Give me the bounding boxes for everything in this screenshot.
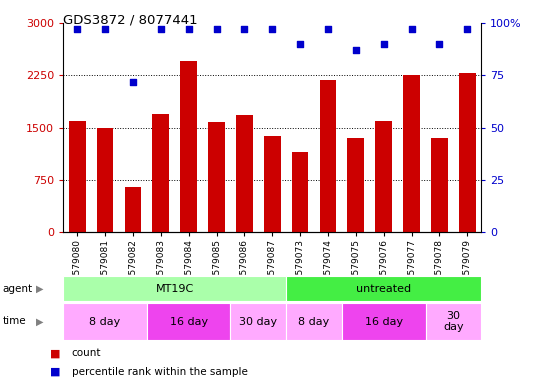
Point (379, 41, 388, 47)
Bar (63, 276, 286, 301)
Bar (230, 303, 286, 340)
Text: 30
day: 30 day (443, 311, 464, 333)
Bar (286, 276, 481, 301)
Bar (124, 187, 141, 232)
Bar (459, 73, 476, 232)
Bar (342, 303, 426, 340)
Text: GDS3872 / 8077441: GDS3872 / 8077441 (63, 13, 198, 26)
Bar (180, 61, 197, 232)
Point (184, 26, 193, 32)
Point (240, 26, 249, 32)
Point (323, 26, 332, 32)
Bar (348, 138, 364, 232)
Bar (147, 303, 230, 340)
Point (212, 26, 221, 32)
Text: 16 day: 16 day (365, 316, 403, 327)
Text: ■: ■ (50, 348, 60, 358)
Text: 8 day: 8 day (90, 316, 120, 327)
Text: untreated: untreated (356, 284, 411, 294)
Point (73, 26, 81, 32)
Point (435, 41, 444, 47)
Text: time: time (3, 316, 26, 326)
Bar (236, 115, 253, 232)
Point (351, 47, 360, 53)
Point (463, 26, 472, 32)
Bar (375, 121, 392, 232)
Bar (286, 303, 342, 340)
Text: percentile rank within the sample: percentile rank within the sample (72, 367, 248, 377)
Text: ▶: ▶ (36, 316, 43, 326)
Bar (63, 303, 147, 340)
Point (268, 26, 277, 32)
Text: ▶: ▶ (36, 284, 43, 294)
Bar (426, 303, 481, 340)
Text: agent: agent (3, 284, 33, 294)
Point (129, 79, 138, 85)
Text: 8 day: 8 day (299, 316, 329, 327)
Text: ■: ■ (50, 367, 60, 377)
Bar (152, 114, 169, 232)
Bar (403, 75, 420, 232)
Bar (292, 152, 309, 232)
Text: 16 day: 16 day (169, 316, 208, 327)
Text: count: count (72, 348, 101, 358)
Point (296, 41, 305, 47)
Bar (208, 122, 225, 232)
Bar (69, 121, 86, 232)
Bar (431, 138, 448, 232)
Bar (320, 80, 337, 232)
Text: MT19C: MT19C (156, 284, 194, 294)
Bar (264, 136, 280, 232)
Point (156, 26, 165, 32)
Bar (97, 127, 113, 232)
Point (407, 26, 416, 32)
Point (101, 26, 109, 32)
Text: 30 day: 30 day (239, 316, 277, 327)
